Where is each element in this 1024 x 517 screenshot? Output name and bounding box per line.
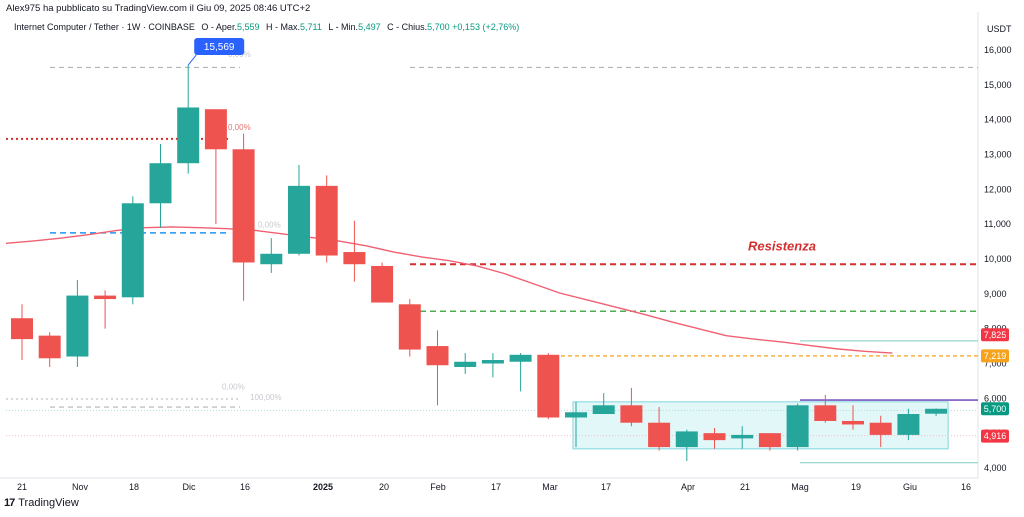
y-tick-label: 9,000 <box>984 289 1007 299</box>
x-tick-label: Dic <box>183 482 196 492</box>
x-tick-label: 2025 <box>313 482 333 492</box>
y-tick-label: 6,000 <box>984 393 1007 403</box>
fib-label-left: 0,00% <box>222 383 245 392</box>
candle-body <box>288 185 310 254</box>
price-tag-label: 5,700 <box>984 404 1007 414</box>
candle-body <box>842 420 864 425</box>
price-tag-label: 7,825 <box>984 330 1007 340</box>
y-tick-label: 12,000 <box>984 184 1012 194</box>
fib-label-100: 100,00% <box>250 393 282 402</box>
x-tick-label: Mar <box>542 482 558 492</box>
x-tick-label: 18 <box>129 482 139 492</box>
symbol-legend: Internet Computer / Tether · 1W · COINBA… <box>14 22 519 32</box>
price-chart[interactable]: 16,000 15,000 14,000 13,000 12,000 11,000 10,0… <box>0 0 1024 497</box>
candle-body <box>204 109 227 150</box>
candle-body <box>675 431 698 448</box>
high-value: 5,711 <box>300 22 322 32</box>
candle-body <box>814 405 837 421</box>
footer-brand: 17 TradingView <box>4 497 79 509</box>
resistance-label: Resistenza <box>748 238 816 253</box>
candle-body <box>537 354 560 418</box>
candle-body <box>869 422 892 435</box>
candle-body <box>66 295 89 357</box>
candle-body <box>592 405 615 415</box>
candle-body <box>925 408 948 414</box>
change-value: +0,153 (+2,76%) <box>452 22 520 32</box>
x-tick-label: 20 <box>379 482 389 492</box>
x-tick-label: 19 <box>851 482 861 492</box>
candle-body <box>620 405 643 423</box>
x-tick-label: Apr <box>681 482 695 492</box>
candle-body <box>454 361 477 367</box>
candle-body <box>786 405 809 448</box>
y-tick-label: 14,000 <box>984 115 1012 125</box>
y-tick-label: 15,000 <box>984 80 1012 90</box>
ath-pointer <box>187 54 197 66</box>
candle-body <box>897 414 920 435</box>
candle-body <box>565 412 587 418</box>
y-tick-label: 10,000 <box>984 254 1012 264</box>
x-tick-label: 17 <box>601 482 611 492</box>
published-info: Alex975 ha pubblicato su TradingView.com… <box>6 3 311 14</box>
candle-body <box>426 346 449 366</box>
x-tick-label: 21 <box>17 482 27 492</box>
candle-body <box>38 335 61 359</box>
open-value: 5,559 <box>236 22 260 32</box>
candle-body <box>509 354 532 362</box>
brand-name: TradingView <box>18 497 79 509</box>
candle-body <box>11 318 33 340</box>
close-value: 5,700 <box>427 22 450 32</box>
price-tag-label: 7,219 <box>984 351 1007 361</box>
candle-body <box>481 360 504 364</box>
price-tag-box <box>981 429 1009 443</box>
x-tick-label: 17 <box>491 482 501 492</box>
x-tick-label: Mag <box>791 482 809 492</box>
high-label: H - Max. <box>266 22 301 32</box>
ath-label-text: 15,569 <box>204 42 235 53</box>
candle-body <box>703 433 726 441</box>
open-label: O - Aper. <box>201 22 237 32</box>
currency-unit: USDT <box>987 24 1012 34</box>
candle-body <box>343 252 366 265</box>
symbol-name: Internet Computer / Tether · 1W · COINBA… <box>14 22 195 32</box>
y-tick-label: 4,000 <box>984 463 1007 473</box>
ath-label-box <box>194 38 245 56</box>
y-tick-label: 16,000 <box>984 45 1012 55</box>
x-tick-label: 16 <box>240 482 250 492</box>
candle-body <box>121 203 144 298</box>
low-value: 5,497 <box>358 22 381 32</box>
tradingview-logo-icon: 17 <box>4 497 15 509</box>
y-tick-label: 7,000 <box>984 359 1007 369</box>
candle-body <box>648 422 671 448</box>
candle-body <box>398 304 421 350</box>
fib-label-red: 0,00% <box>228 123 251 132</box>
fib-label-mid: 0,00% <box>258 221 281 230</box>
x-tick-label: Giu <box>903 482 917 492</box>
candle-body <box>371 265 394 303</box>
close-label: C - Chius. <box>387 22 428 32</box>
moving-average-line <box>5 226 893 354</box>
price-tag-box <box>981 328 1009 342</box>
candle-body <box>315 185 338 256</box>
x-tick-label: Nov <box>72 482 89 492</box>
candle-body <box>177 107 200 164</box>
low-label: L - Min. <box>328 22 359 32</box>
x-tick-label: Feb <box>430 482 446 492</box>
candle-body <box>94 295 117 300</box>
candle-body <box>260 253 283 265</box>
candle-body <box>758 433 781 448</box>
price-tag-label: 4,916 <box>984 431 1007 441</box>
price-tag-box <box>981 349 1009 363</box>
x-tick-label: 16 <box>961 482 971 492</box>
x-tick-label: 21 <box>740 482 750 492</box>
price-tag-box <box>981 402 1009 416</box>
candle-body <box>149 163 172 204</box>
candle-body <box>232 149 255 263</box>
candle-body <box>731 434 754 439</box>
y-tick-label: 11,000 <box>984 219 1011 229</box>
y-tick-label: 13,000 <box>984 150 1012 160</box>
